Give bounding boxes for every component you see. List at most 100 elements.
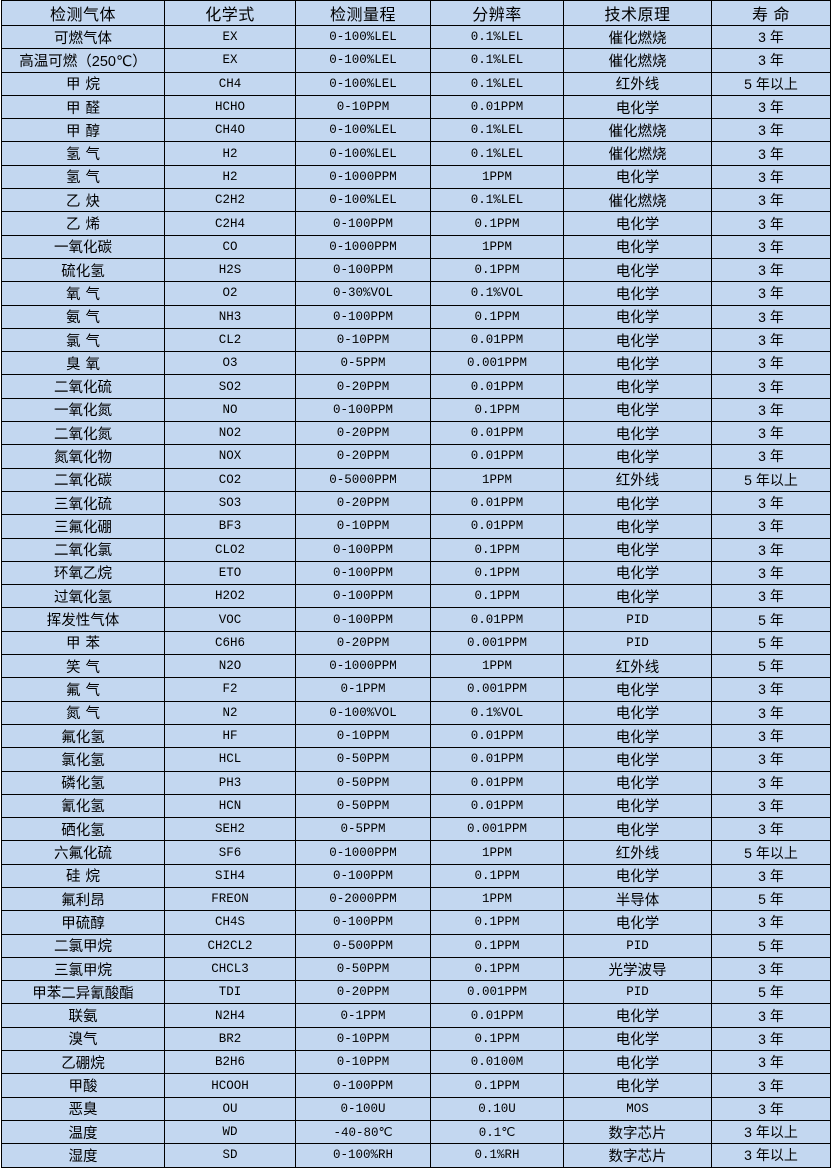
cell-range: 0-100%LEL	[295, 188, 431, 213]
cell-resolution: 0.1%VOL	[430, 281, 564, 306]
cell-principle: 电化学	[563, 281, 712, 306]
cell-formula: ETO	[164, 560, 296, 586]
cell-life: 3 年	[711, 1026, 831, 1052]
cell-life: 3 年	[711, 94, 831, 120]
cell-formula: SO3	[164, 490, 296, 516]
table-row: 联氨 N2H4 0-1PPM 0.01PPM 电化学 3 年	[1, 1003, 831, 1028]
cell-resolution: 0.1PPM	[430, 933, 564, 958]
table-row: 二氧化硫 SO2 0-20PPM 0.01PPM 电化学 3 年	[1, 374, 831, 399]
cell-gas: 高温可燃（250℃）	[1, 48, 165, 73]
cell-life: 3 年	[711, 747, 831, 772]
cell-resolution: 0.01PPM	[430, 770, 564, 795]
cell-range: 0-20PPM	[295, 980, 431, 1005]
cell-gas: 甲苯二异氰酸酯	[1, 980, 165, 1005]
cell-formula: BR2	[164, 1026, 296, 1052]
cell-resolution: 0.001PPM	[430, 677, 564, 702]
cell-range: 0-10PPM	[295, 94, 431, 120]
cell-gas: 联氨	[1, 1003, 165, 1028]
cell-principle: 电化学	[563, 234, 712, 259]
table-row: 湿度 SD 0-100%RH 0.1%RH 数字芯片 3 年以上	[1, 1143, 831, 1168]
cell-resolution: 0.001PPM	[430, 817, 564, 842]
cell-resolution: 0.1%LEL	[430, 24, 564, 50]
cell-principle: 催化燃烧	[563, 24, 712, 50]
cell-gas: 甲烷	[1, 71, 165, 96]
table-row: 六氟化硫 SF6 0-1000PPM 1PPM 红外线 5 年以上	[1, 840, 831, 865]
table-row: 二氧化碳 CO2 0-5000PPM 1PPM 红外线 5 年以上	[1, 467, 831, 492]
cell-resolution: 0.1PPM	[430, 863, 564, 888]
cell-formula: O3	[164, 351, 296, 376]
cell-gas: 挥发性气体	[1, 607, 165, 632]
table-row: 甲苯 C6H6 0-20PPM 0.001PPM PID 5 年	[1, 630, 831, 656]
cell-gas: 氧气	[1, 281, 165, 306]
cell-life: 3 年	[711, 1096, 831, 1121]
table-row: 笑气 N2O 0-1000PPM 1PPM 红外线 5 年	[1, 654, 831, 679]
cell-formula: NO2	[164, 421, 296, 446]
table-row: 氢气 H2 0-1000PPM 1PPM 电化学 3 年	[1, 164, 831, 190]
table-row: 硅烷 SIH4 0-100PPM 0.1PPM 电化学 3 年	[1, 863, 831, 888]
table-row: 硒化氢 SEH2 0-5PPM 0.001PPM 电化学 3 年	[1, 817, 831, 842]
cell-resolution: 0.1%LEL	[430, 141, 564, 166]
cell-formula: SD	[164, 1143, 296, 1168]
cell-life: 3 年	[711, 351, 831, 376]
cell-principle: 电化学	[563, 304, 712, 329]
cell-resolution: 0.001PPM	[430, 980, 564, 1005]
table-row: 一氧化氮 NO 0-100PPM 0.1PPM 电化学 3 年	[1, 397, 831, 423]
cell-range: 0-1000PPM	[295, 164, 431, 190]
cell-resolution: 0.01PPM	[430, 1003, 564, 1028]
cell-range: 0-100PPM	[295, 910, 431, 935]
cell-range: 0-10PPM	[295, 723, 431, 749]
cell-resolution: 1PPM	[430, 234, 564, 259]
table-row: 甲苯二异氰酸酯 TDI 0-20PPM 0.001PPM PID 5 年	[1, 980, 831, 1005]
cell-life: 3 年	[711, 1050, 831, 1075]
cell-principle: 电化学	[563, 211, 712, 236]
cell-gas: 甲酸	[1, 1073, 165, 1098]
cell-range: 0-1000PPM	[295, 654, 431, 679]
cell-formula: N2H4	[164, 1003, 296, 1028]
table-body: 可燃气体 EX 0-100%LEL 0.1%LEL 催化燃烧 3 年高温可燃（250℃） E…	[1, 24, 831, 1168]
cell-life: 3 年	[711, 1073, 831, 1098]
cell-resolution: 0.1%LEL	[430, 188, 564, 213]
table-row: 氯化氢 HCL 0-50PPM 0.01PPM 电化学 3 年	[1, 747, 831, 772]
cell-range: 0-100PPM	[295, 607, 431, 632]
cell-gas: 硅烷	[1, 863, 165, 888]
cell-resolution: 0.01PPM	[430, 723, 564, 749]
cell-principle: 电化学	[563, 700, 712, 725]
cell-principle: PID	[563, 607, 712, 632]
cell-formula: BF3	[164, 514, 296, 539]
cell-gas: 二氧化碳	[1, 467, 165, 492]
table-row: 臭氧 O3 0-5PPM 0.001PPM 电化学 3 年	[1, 351, 831, 376]
table-row: 三氯甲烷 CHCL3 0-50PPM 0.1PPM 光学波导 3 年	[1, 956, 831, 982]
cell-resolution: 0.1PPM	[430, 1026, 564, 1052]
cell-gas: 可燃气体	[1, 24, 165, 50]
cell-life: 3 年	[711, 24, 831, 50]
cell-formula: SIH4	[164, 863, 296, 888]
cell-formula: OU	[164, 1096, 296, 1121]
cell-resolution: 0.01PPM	[430, 747, 564, 772]
column-header-resolution: 分辨率	[430, 0, 564, 26]
table-header-row: 检测气体 化学式 检测量程 分辨率 技术原理 寿 命	[1, 0, 831, 26]
table-row: 乙硼烷 B2H6 0-10PPM 0.0100M 电化学 3 年	[1, 1050, 831, 1075]
column-header-formula: 化学式	[164, 0, 296, 26]
cell-life: 3 年	[711, 118, 831, 143]
cell-principle: 电化学	[563, 793, 712, 819]
cell-principle: 光学波导	[563, 956, 712, 982]
cell-formula: F2	[164, 677, 296, 702]
cell-resolution: 0.01PPM	[430, 374, 564, 399]
cell-life: 5 年	[711, 630, 831, 656]
cell-life: 3 年	[711, 700, 831, 725]
cell-principle: 电化学	[563, 327, 712, 353]
cell-life: 5 年	[711, 933, 831, 958]
cell-resolution: 1PPM	[430, 840, 564, 865]
cell-resolution: 0.10U	[430, 1096, 564, 1121]
cell-gas: 环氧乙烷	[1, 560, 165, 586]
cell-formula: SO2	[164, 374, 296, 399]
cell-life: 3 年	[711, 770, 831, 795]
cell-range: 0-100%LEL	[295, 24, 431, 50]
cell-life: 3 年	[711, 793, 831, 819]
cell-principle: 电化学	[563, 397, 712, 423]
cell-gas: 二氧化硫	[1, 374, 165, 399]
cell-range: 0-100PPM	[295, 584, 431, 609]
cell-formula: C2H2	[164, 188, 296, 213]
cell-range: 0-10PPM	[295, 1050, 431, 1075]
cell-principle: 催化燃烧	[563, 141, 712, 166]
